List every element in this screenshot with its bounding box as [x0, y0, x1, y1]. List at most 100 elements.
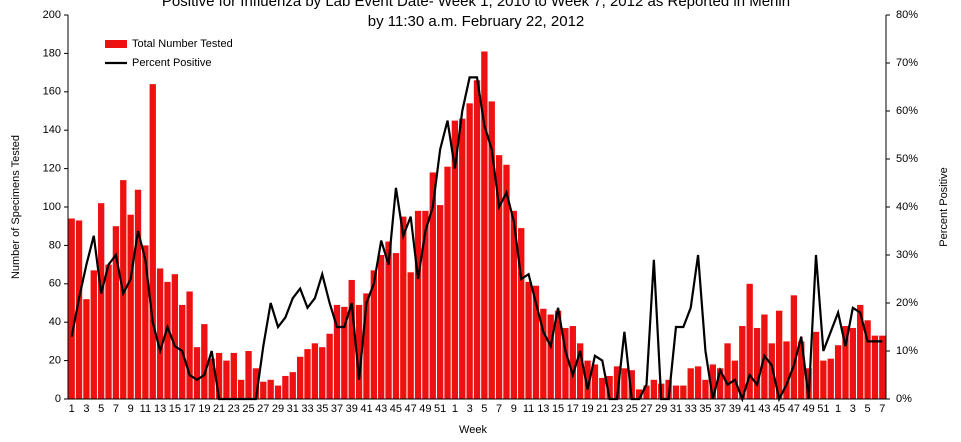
- x-tick-label: 29: [655, 403, 667, 415]
- x-tick-label: 43: [758, 403, 770, 415]
- bar: [466, 103, 473, 399]
- y2-axis-title: Percent Positive: [938, 167, 950, 246]
- bar: [171, 274, 179, 399]
- chart-title: Positive for Influenza by Lab Event Date…: [162, 0, 790, 10]
- bar: [540, 308, 547, 399]
- bar: [68, 218, 75, 399]
- bar: [746, 283, 753, 399]
- bar: [282, 375, 289, 399]
- bar: [238, 379, 245, 399]
- x-tick-label: 43: [375, 403, 387, 415]
- bar: [510, 210, 518, 399]
- bar: [812, 331, 820, 399]
- bar: [871, 335, 879, 399]
- x-tick-label: 47: [788, 403, 800, 415]
- bar: [562, 327, 569, 399]
- bar: [319, 347, 326, 399]
- bar: [296, 356, 304, 399]
- bar: [414, 210, 422, 399]
- x-tick-label: 3: [467, 403, 473, 415]
- bar: [75, 220, 83, 399]
- bar: [495, 155, 503, 399]
- bar: [842, 326, 849, 399]
- y-tick-label: 80: [49, 239, 61, 251]
- bar: [400, 216, 407, 399]
- bar: [245, 351, 252, 399]
- bar: [385, 241, 392, 399]
- y-tick-label: 200: [43, 9, 61, 21]
- x-tick-label: 25: [626, 403, 638, 415]
- x-tick-label: 27: [257, 403, 269, 415]
- y-tick-label: 100: [43, 201, 61, 213]
- x-tick-label: 1: [69, 403, 75, 415]
- bar: [208, 358, 215, 399]
- bar: [164, 281, 171, 399]
- x-tick-label: 15: [552, 403, 564, 415]
- bar: [518, 228, 525, 399]
- y-tick-label: 140: [43, 124, 61, 136]
- bar: [488, 101, 495, 400]
- bar: [193, 347, 201, 399]
- bar: [289, 372, 296, 399]
- bar: [621, 368, 628, 399]
- x-tick-label: 5: [98, 403, 104, 415]
- x-tick-label: 15: [169, 403, 181, 415]
- bar: [252, 368, 260, 399]
- x-tick-label: 25: [242, 403, 254, 415]
- bar: [149, 84, 156, 400]
- x-tick-label: 9: [511, 403, 517, 415]
- bar: [223, 360, 230, 399]
- bar: [186, 291, 193, 399]
- bar: [753, 327, 761, 399]
- x-tick-label: 19: [198, 403, 210, 415]
- y-axis-title: Number of Specimens Tested: [10, 135, 22, 279]
- y2-tick-label: 10%: [896, 345, 918, 357]
- bar: [429, 172, 436, 399]
- bar: [230, 352, 237, 399]
- bar: [83, 299, 90, 399]
- x-tick-label: 5: [481, 403, 487, 415]
- bar: [473, 80, 481, 399]
- x-tick-label: 39: [729, 403, 741, 415]
- x-tick-label: 23: [611, 403, 623, 415]
- bar: [864, 320, 871, 399]
- bar: [127, 214, 134, 399]
- bar: [503, 164, 510, 399]
- bar: [201, 324, 208, 399]
- x-tick-label: 51: [817, 403, 829, 415]
- bar: [798, 341, 805, 399]
- bar: [481, 51, 488, 399]
- bar: [134, 189, 142, 399]
- x-tick-label: 39: [346, 403, 358, 415]
- bar: [857, 304, 864, 399]
- bar: [459, 118, 466, 400]
- bar: [694, 366, 702, 399]
- bar: [363, 293, 370, 399]
- x-tick-label: 11: [140, 403, 151, 415]
- bar: [790, 295, 798, 399]
- bar: [341, 306, 348, 399]
- x-tick-label: 45: [773, 403, 785, 415]
- bar: [547, 314, 554, 399]
- x-tick-label: 9: [128, 403, 134, 415]
- bar: [680, 385, 687, 399]
- bar: [879, 335, 886, 399]
- bar: [451, 120, 459, 399]
- bar: [702, 379, 709, 399]
- x-tick-label: 49: [419, 403, 431, 415]
- bar: [215, 352, 223, 399]
- x-tick-label: 3: [83, 403, 89, 415]
- bar: [650, 379, 658, 399]
- bar: [392, 253, 400, 399]
- y-tick-label: 0: [55, 393, 61, 405]
- legend-label: Total Number Tested: [132, 38, 233, 50]
- x-tick-label: 13: [154, 403, 166, 415]
- x-tick-label: 51: [434, 403, 446, 415]
- bar: [444, 166, 451, 399]
- bar: [355, 304, 363, 399]
- x-tick-label: 33: [685, 403, 697, 415]
- bar: [606, 375, 613, 399]
- bar: [333, 304, 341, 399]
- bar: [105, 264, 112, 399]
